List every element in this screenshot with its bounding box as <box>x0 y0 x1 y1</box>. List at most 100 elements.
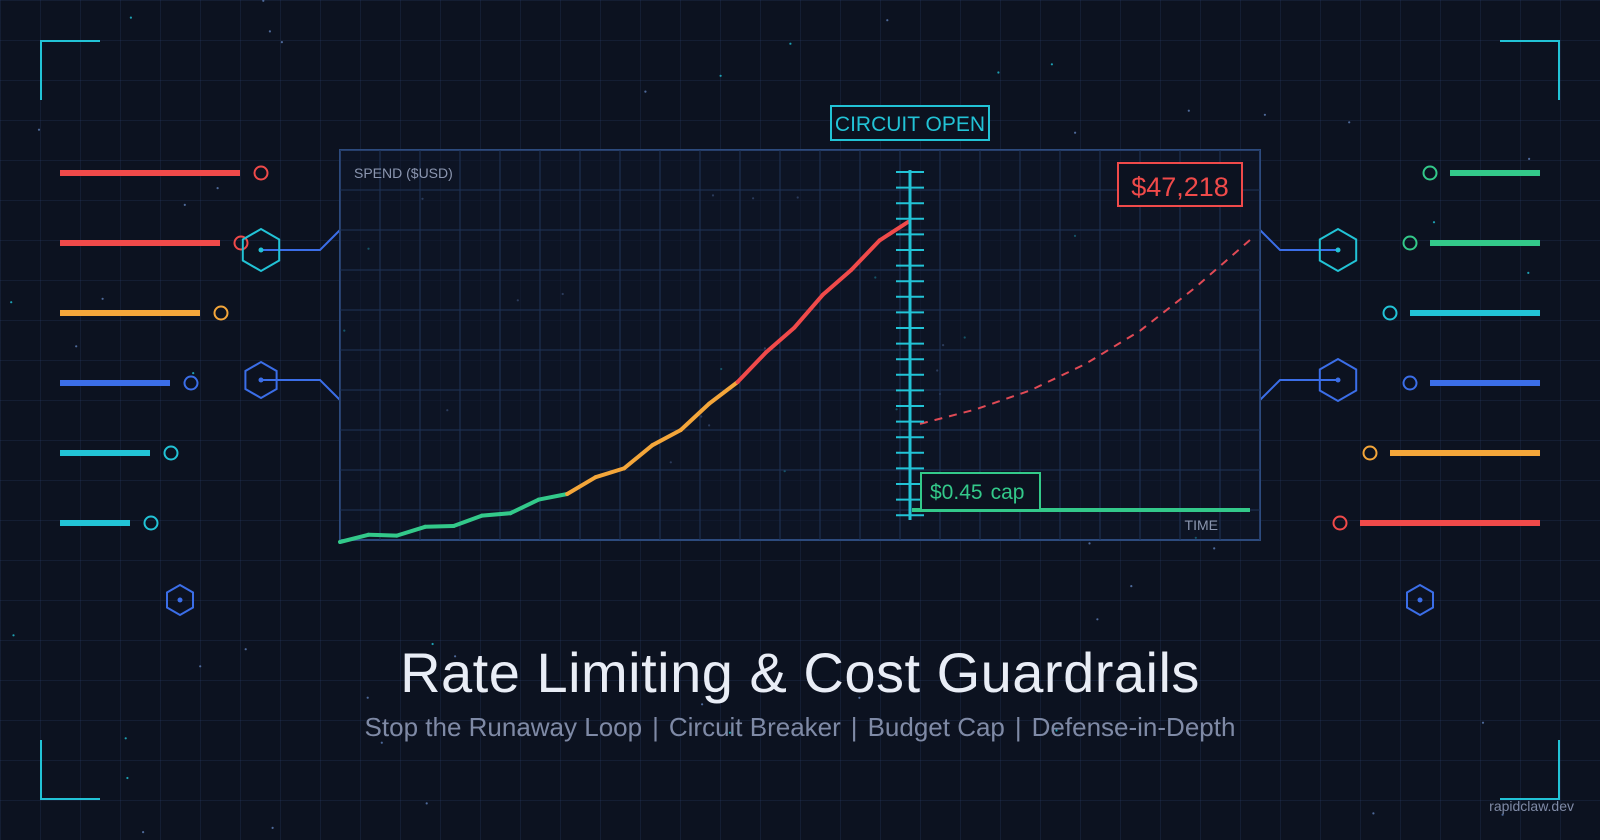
star-dot <box>1432 221 1436 224</box>
corner-bracket-bottom-right <box>1500 740 1560 800</box>
star-dot <box>1130 585 1133 588</box>
star-dot <box>380 741 383 744</box>
peak-spend-box <box>1117 162 1243 207</box>
runaway-spend-segment <box>565 475 598 496</box>
hexagon-icon <box>166 583 194 617</box>
star-dot <box>886 19 889 22</box>
hexagon-nodes <box>166 227 1434 617</box>
corner-bracket-bottom-left <box>40 740 100 800</box>
star-dot <box>244 648 247 651</box>
runaway-spend-segment <box>735 350 768 384</box>
star-dot <box>431 642 434 646</box>
star-dot <box>644 90 647 93</box>
runaway-spend-segment <box>366 532 399 538</box>
star-dot <box>1527 271 1530 274</box>
hexagon-center-dot <box>177 597 183 603</box>
budget-cap-suffix: cap <box>991 481 1025 504</box>
indicator-dot <box>1402 375 1418 391</box>
runaway-spend-segment <box>820 268 854 297</box>
indicator-dot <box>1402 235 1418 251</box>
star-dot <box>183 203 186 206</box>
subtitle-separator: | <box>1014 712 1022 742</box>
star-dot <box>454 655 457 658</box>
runaway-spend-segment <box>792 292 825 330</box>
indicator-dot <box>1362 445 1378 461</box>
star-dot <box>1213 547 1216 550</box>
runaway-spend-segment <box>423 524 456 529</box>
star-dot <box>75 345 78 348</box>
budget-cap-value: $0.45 <box>930 481 983 504</box>
star-dot <box>1348 121 1351 124</box>
subtitle-separator: | <box>850 712 858 742</box>
star-dot <box>728 731 732 734</box>
corner-bracket-top-right <box>1500 40 1560 100</box>
right-connectors <box>1259 229 1338 401</box>
subtitle-part: Budget Cap <box>867 712 1005 742</box>
star-dot <box>719 74 722 77</box>
left-indicator-bars <box>60 165 269 531</box>
runaway-spend-segment <box>849 238 882 272</box>
hexagon-icon <box>1318 357 1358 403</box>
x-axis-label: TIME <box>1185 517 1218 533</box>
indicator-dot <box>143 515 159 531</box>
star-dot <box>271 826 274 830</box>
runaway-spend-segment <box>678 401 712 432</box>
runaway-spend-segment <box>877 220 910 243</box>
hexagon-icon <box>1318 227 1358 273</box>
hexagon-center-dot <box>258 247 264 253</box>
watermark: rapidclaw.dev <box>1489 798 1574 814</box>
star-dot <box>10 301 13 304</box>
runaway-spend-segment <box>622 443 655 471</box>
star-dot <box>126 776 129 780</box>
indicator-dot <box>1332 515 1348 531</box>
star-dot <box>142 831 145 834</box>
star-dot <box>701 703 704 706</box>
star-dot <box>280 41 283 44</box>
star-dot <box>1481 721 1485 724</box>
star-dot <box>1074 131 1077 134</box>
circuit-open-label: CIRCUIT OPEN <box>835 113 985 136</box>
corner-bracket-top-left <box>40 40 100 100</box>
runaway-spend-segment <box>650 428 683 448</box>
hexagon-icon <box>1406 583 1434 617</box>
page-title: Rate Limiting & Cost Guardrails <box>400 641 1200 704</box>
circuit-breaker-marker <box>896 170 924 520</box>
star-dot <box>1055 729 1058 732</box>
star-dot <box>268 30 271 33</box>
star-dot <box>1096 618 1099 621</box>
peak-spend-label: $47,218 <box>1131 172 1229 202</box>
star-dot <box>1501 813 1504 816</box>
subtitle-part: Stop the Runaway Loop <box>364 712 643 742</box>
right-indicator-bars <box>1332 165 1540 531</box>
star-dot <box>1528 157 1531 160</box>
indicator-dot <box>233 235 249 251</box>
star-dot <box>192 372 195 375</box>
star-dot <box>1263 113 1266 116</box>
y-axis-label: SPEND ($USD) <box>354 165 453 181</box>
star-dot <box>101 297 104 300</box>
star-dot <box>216 187 219 190</box>
indicator-dot <box>213 305 229 321</box>
star-dot <box>1187 109 1190 112</box>
indicator-dot <box>163 445 179 461</box>
star-dot <box>789 42 792 45</box>
star-dot <box>37 128 41 131</box>
plot-frame <box>339 149 1261 541</box>
hexagon-icon <box>241 227 281 273</box>
hexagon-center-dot <box>258 377 264 383</box>
runaway-spend-segment <box>508 497 541 516</box>
star-dot <box>858 696 861 699</box>
runaway-spend-segment <box>451 513 484 528</box>
runaway-spend-segment <box>394 524 428 538</box>
hexagon-center-dot <box>1417 597 1423 603</box>
hexagon-icon <box>244 360 278 400</box>
indicator-dot <box>253 165 269 181</box>
star-dot <box>997 71 1000 74</box>
indicator-dot <box>1422 165 1438 181</box>
star-dot <box>366 696 369 699</box>
subtitle-separator: | <box>652 712 659 742</box>
star-dot <box>425 802 428 805</box>
subtitle-part: Defense-in-Depth <box>1031 712 1236 742</box>
left-connectors <box>262 229 341 401</box>
